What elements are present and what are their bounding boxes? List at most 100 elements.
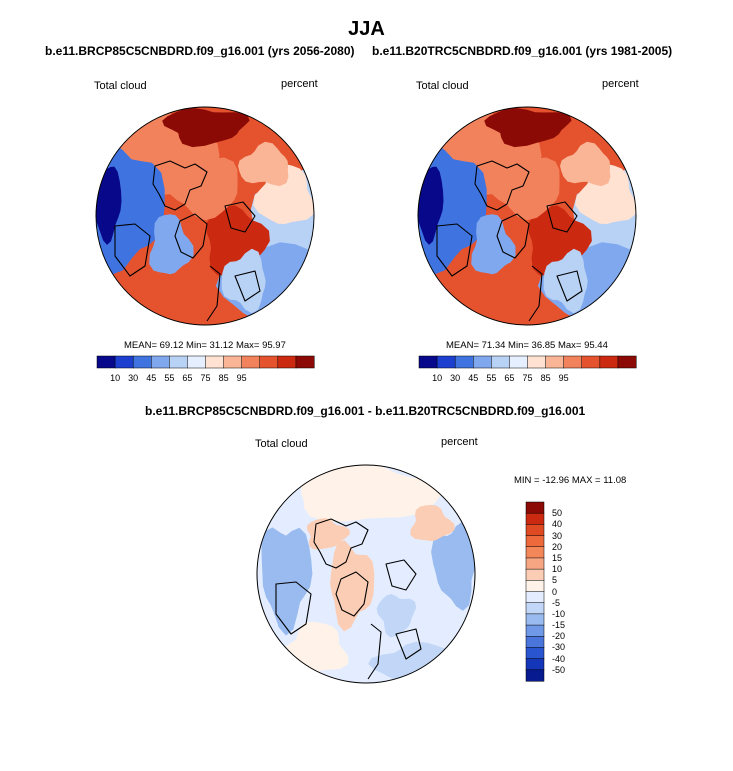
difference-colorbar <box>525 501 545 682</box>
colorbar-tick-label: 10 <box>432 373 443 383</box>
field-region <box>238 141 289 187</box>
coastline <box>436 223 473 277</box>
coastline <box>224 201 256 233</box>
colorbar-box <box>525 501 545 514</box>
field-region <box>410 505 455 541</box>
colorbar-tick-label: 40 <box>552 519 563 530</box>
coastline <box>556 270 583 302</box>
colorbar-box <box>525 647 545 660</box>
panel-2-colorbar <box>418 355 637 369</box>
colorbar-box <box>223 355 243 369</box>
colorbar-box <box>259 355 279 369</box>
colorbar-box <box>545 355 565 369</box>
colorbar-box <box>96 355 116 369</box>
panel-2-polar-map <box>417 106 637 326</box>
panel-1-title: b.e11.BRCP85C5CNBDRD.f09_g16.001 (yrs 20… <box>45 44 355 58</box>
coastline <box>395 628 422 660</box>
map-field <box>96 107 314 325</box>
colorbar-box <box>132 355 152 369</box>
colorbar-tick-label: 55 <box>486 373 497 383</box>
field-region <box>162 108 250 148</box>
colorbar-box <box>205 355 225 369</box>
field-region <box>221 248 266 314</box>
colorbar-box <box>151 355 170 369</box>
coastline <box>474 160 530 211</box>
coastline <box>385 559 417 591</box>
colorbar-box <box>187 355 207 369</box>
difference-colorbar-ticks: 50 40 30 20 15 10 5 0 -5 -10 -15 -20 -30 -40 -50 <box>552 502 582 681</box>
colorbar-tick-label: 10 <box>552 564 563 575</box>
colorbar-box <box>525 568 545 581</box>
colorbar-box <box>525 669 545 682</box>
colorbar-box <box>509 355 529 369</box>
panel-1-colorbar-ticks: 10 30 45 55 65 75 85 95 <box>97 373 314 385</box>
map-field <box>418 107 636 325</box>
colorbar-tick-label: 20 <box>552 541 563 552</box>
coastline <box>528 265 543 322</box>
colorbar-box <box>418 355 438 369</box>
colorbar-tick-label: 50 <box>552 508 563 519</box>
colorbar-tick-label: -15 <box>552 620 566 631</box>
panel-2-stats: MEAN= 71.34 Min= 36.85 Max= 95.44 <box>446 340 608 351</box>
panel-2-title: b.e11.B20TRC5CNBDRD.f09_g16.001 (yrs 198… <box>372 44 673 58</box>
colorbar-tick-label: -30 <box>552 642 566 653</box>
colorbar-box <box>525 546 545 559</box>
colorbar-box <box>277 355 297 369</box>
coastline <box>546 201 578 233</box>
field-region <box>376 594 417 638</box>
colorbar-box <box>114 355 134 369</box>
colorbar-box <box>525 613 545 626</box>
map-boundary <box>95 106 315 326</box>
colorbar-box <box>525 580 545 593</box>
colorbar-tick-label: -40 <box>552 653 566 664</box>
colorbar-box <box>436 355 456 369</box>
colorbar-tick-label: 15 <box>552 552 563 563</box>
colorbar-box <box>563 355 583 369</box>
field-region <box>261 527 313 636</box>
coastline <box>234 270 261 302</box>
colorbar-box <box>581 355 601 369</box>
colorbar-tick-label: -20 <box>552 631 566 642</box>
colorbar-box <box>169 355 188 369</box>
panel-1-variable-label: Total cloud <box>94 80 147 92</box>
coastline <box>152 160 208 211</box>
colorbar-tick-label: 75 <box>522 373 533 383</box>
map-boundary <box>417 106 637 326</box>
coastline <box>496 213 530 259</box>
coastline <box>206 265 221 322</box>
coastline <box>275 581 312 635</box>
colorbar-box <box>525 602 545 615</box>
figure-title: JJA <box>348 18 385 40</box>
colorbar-tick-label: -10 <box>552 608 566 619</box>
colorbar-box <box>473 355 492 369</box>
colorbar-box <box>527 355 547 369</box>
colorbar-tick-label: 55 <box>164 373 175 383</box>
coastline <box>174 213 208 259</box>
field-region <box>306 518 350 550</box>
panel-2-colorbar-ticks: 10 30 45 55 65 75 85 95 <box>419 373 636 385</box>
colorbar-tick-label: 85 <box>218 373 229 383</box>
difference-variable-label: Total cloud <box>255 438 308 450</box>
colorbar-box <box>491 355 510 369</box>
colorbar-tick-label: 30 <box>128 373 139 383</box>
colorbar-tick-label: 30 <box>450 373 461 383</box>
field-region <box>431 521 475 611</box>
field-region <box>301 465 442 522</box>
colorbar-box <box>454 355 474 369</box>
colorbar-tick-label: 0 <box>552 586 558 597</box>
colorbar-tick-label: 95 <box>236 373 247 383</box>
field-region <box>471 214 516 275</box>
colorbar-box <box>525 624 545 637</box>
panel-1-stats: MEAN= 69.12 Min= 31.12 Max= 95.97 <box>124 340 286 351</box>
colorbar-box <box>617 355 637 369</box>
field-region <box>560 141 611 187</box>
panel-2-units-label: percent <box>602 78 639 90</box>
coastline <box>335 571 369 617</box>
panel-2-variable-label: Total cloud <box>416 80 469 92</box>
field-region <box>484 108 572 148</box>
colorbar-box <box>525 658 545 671</box>
colorbar-tick-label: -50 <box>552 664 566 675</box>
colorbar-box <box>241 355 261 369</box>
colorbar-tick-label: 45 <box>146 373 157 383</box>
colorbar-box <box>525 535 545 548</box>
